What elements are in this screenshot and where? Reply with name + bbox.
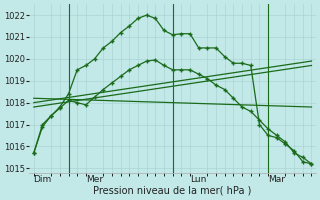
X-axis label: Pression niveau de la mer( hPa ): Pression niveau de la mer( hPa ) [93,186,252,196]
